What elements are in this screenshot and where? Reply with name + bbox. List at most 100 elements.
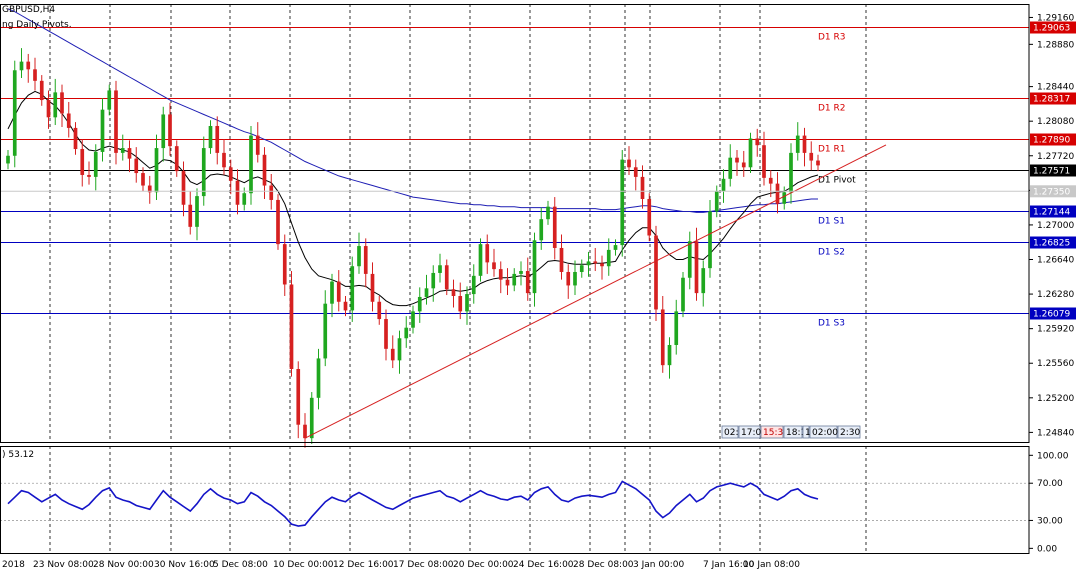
x-tick-label: 10 Dec 00:00 <box>273 560 334 570</box>
level-price-label: 1.26079 <box>1033 310 1070 320</box>
candle-body <box>613 245 618 250</box>
y-tick-label: 1.29160 <box>1037 13 1074 23</box>
x-tick-label: 5 Dec 08:00 <box>213 560 268 570</box>
time-box-cell <box>738 425 761 439</box>
candle-body <box>485 244 490 263</box>
candle-body <box>593 261 598 264</box>
candle-body <box>357 246 361 267</box>
candle-body <box>762 145 766 178</box>
candle-body <box>397 338 402 361</box>
candle-body <box>647 198 652 236</box>
price-tags: 1.27350 <box>0 185 1076 198</box>
x-tick-label: 10 Jan 08:00 <box>743 560 800 570</box>
candle-body <box>390 348 395 361</box>
candle-body <box>748 138 753 168</box>
time-box-cell <box>721 425 739 439</box>
candle-body <box>249 135 253 194</box>
candle-body <box>127 148 132 159</box>
candle-body <box>26 61 31 70</box>
time-box-cell <box>783 425 803 439</box>
candle-body <box>303 424 307 439</box>
candle-body <box>620 159 625 246</box>
candle-body <box>546 206 550 220</box>
moving-averages <box>7 8 819 307</box>
candle-body <box>12 70 17 156</box>
candle-body <box>559 247 564 272</box>
time-box-label: 15:30 <box>763 428 789 438</box>
candle-body <box>566 271 571 286</box>
candle-body <box>431 272 436 289</box>
y-tick-label: 1.28880 <box>1037 40 1074 50</box>
level-name: D1 R2 <box>818 104 846 114</box>
candle-body <box>309 397 314 439</box>
candle-body <box>465 294 469 312</box>
x-tick-label: 3 Jan 00:00 <box>633 560 685 570</box>
y-tick-label: 1.26640 <box>1037 256 1074 266</box>
candle-body <box>633 167 638 177</box>
x-tick-label: 20 Dec 00:00 <box>453 560 514 570</box>
x-tick-label: 30 Nov 16:00 <box>154 560 215 570</box>
level-price-tag <box>1030 133 1076 146</box>
trendline[interactable] <box>304 144 887 439</box>
candle-body <box>46 100 51 118</box>
y-tick-label: 1.24840 <box>1037 428 1074 438</box>
candle-body <box>195 196 199 227</box>
rsi-y-tick-label: 0.00 <box>1037 544 1057 554</box>
time-box-label: 18:1 <box>786 428 806 438</box>
level-price-label: 1.27571 <box>1033 167 1070 177</box>
candle-body <box>512 273 517 286</box>
candle-body <box>789 152 793 193</box>
time-box-cell <box>760 425 784 439</box>
level-price-tag <box>1030 205 1076 218</box>
candle-body <box>735 157 739 163</box>
candle-body <box>640 176 645 199</box>
candle-body <box>168 114 172 147</box>
ma-fast-line <box>7 90 819 307</box>
candle-body <box>73 127 78 150</box>
ask-price-label: 1.27350 <box>1033 187 1070 197</box>
candle-body <box>627 159 631 168</box>
candle-body <box>80 149 85 175</box>
level-price-tag <box>1030 21 1076 34</box>
candle-body <box>363 246 368 274</box>
time-box-cell <box>802 425 810 439</box>
level-price-label: 1.27890 <box>1033 136 1070 146</box>
rsi-y-tick-label: 30.00 <box>1037 516 1063 526</box>
candle-body <box>255 135 260 155</box>
candle-body <box>539 219 544 241</box>
candle-body <box>708 211 712 269</box>
y-tick-label: 1.25920 <box>1037 325 1074 335</box>
ask-price-tag <box>1030 185 1076 198</box>
time-box-cell <box>809 425 838 439</box>
price-axis: 1.29160 1.28880 1.28440 1.28080 1.27720 1.273… <box>1029 13 1074 438</box>
candle-body <box>741 162 746 168</box>
candle-body <box>66 113 71 128</box>
candle-body <box>417 296 422 312</box>
candle-body <box>424 288 429 297</box>
candle-body <box>451 289 456 296</box>
candlesticks <box>6 48 820 448</box>
x-tick-label: 28 Dec 08:00 <box>573 560 634 570</box>
candle-body <box>606 249 611 267</box>
candle-body <box>282 244 287 285</box>
time-box-label: 02:00 <box>812 428 838 438</box>
candle-body <box>289 284 294 369</box>
level-name: D1 R3 <box>818 33 846 43</box>
candle-body <box>161 114 166 149</box>
candle-body <box>114 90 118 153</box>
candle-body <box>350 266 355 311</box>
x-tick-label: 7 Jan 16:00 <box>703 560 755 570</box>
candle-body <box>222 152 226 168</box>
candle-body <box>154 148 159 193</box>
candle-body <box>586 261 591 266</box>
candle-body <box>343 301 348 311</box>
trendline-group[interactable] <box>304 144 887 439</box>
candle-body <box>19 61 24 71</box>
candle-body <box>60 92 64 114</box>
level-name: D1 R1 <box>818 145 846 155</box>
candle-body <box>228 167 233 181</box>
level-price-label: 1.26825 <box>1033 239 1070 249</box>
candle-body <box>701 268 706 294</box>
